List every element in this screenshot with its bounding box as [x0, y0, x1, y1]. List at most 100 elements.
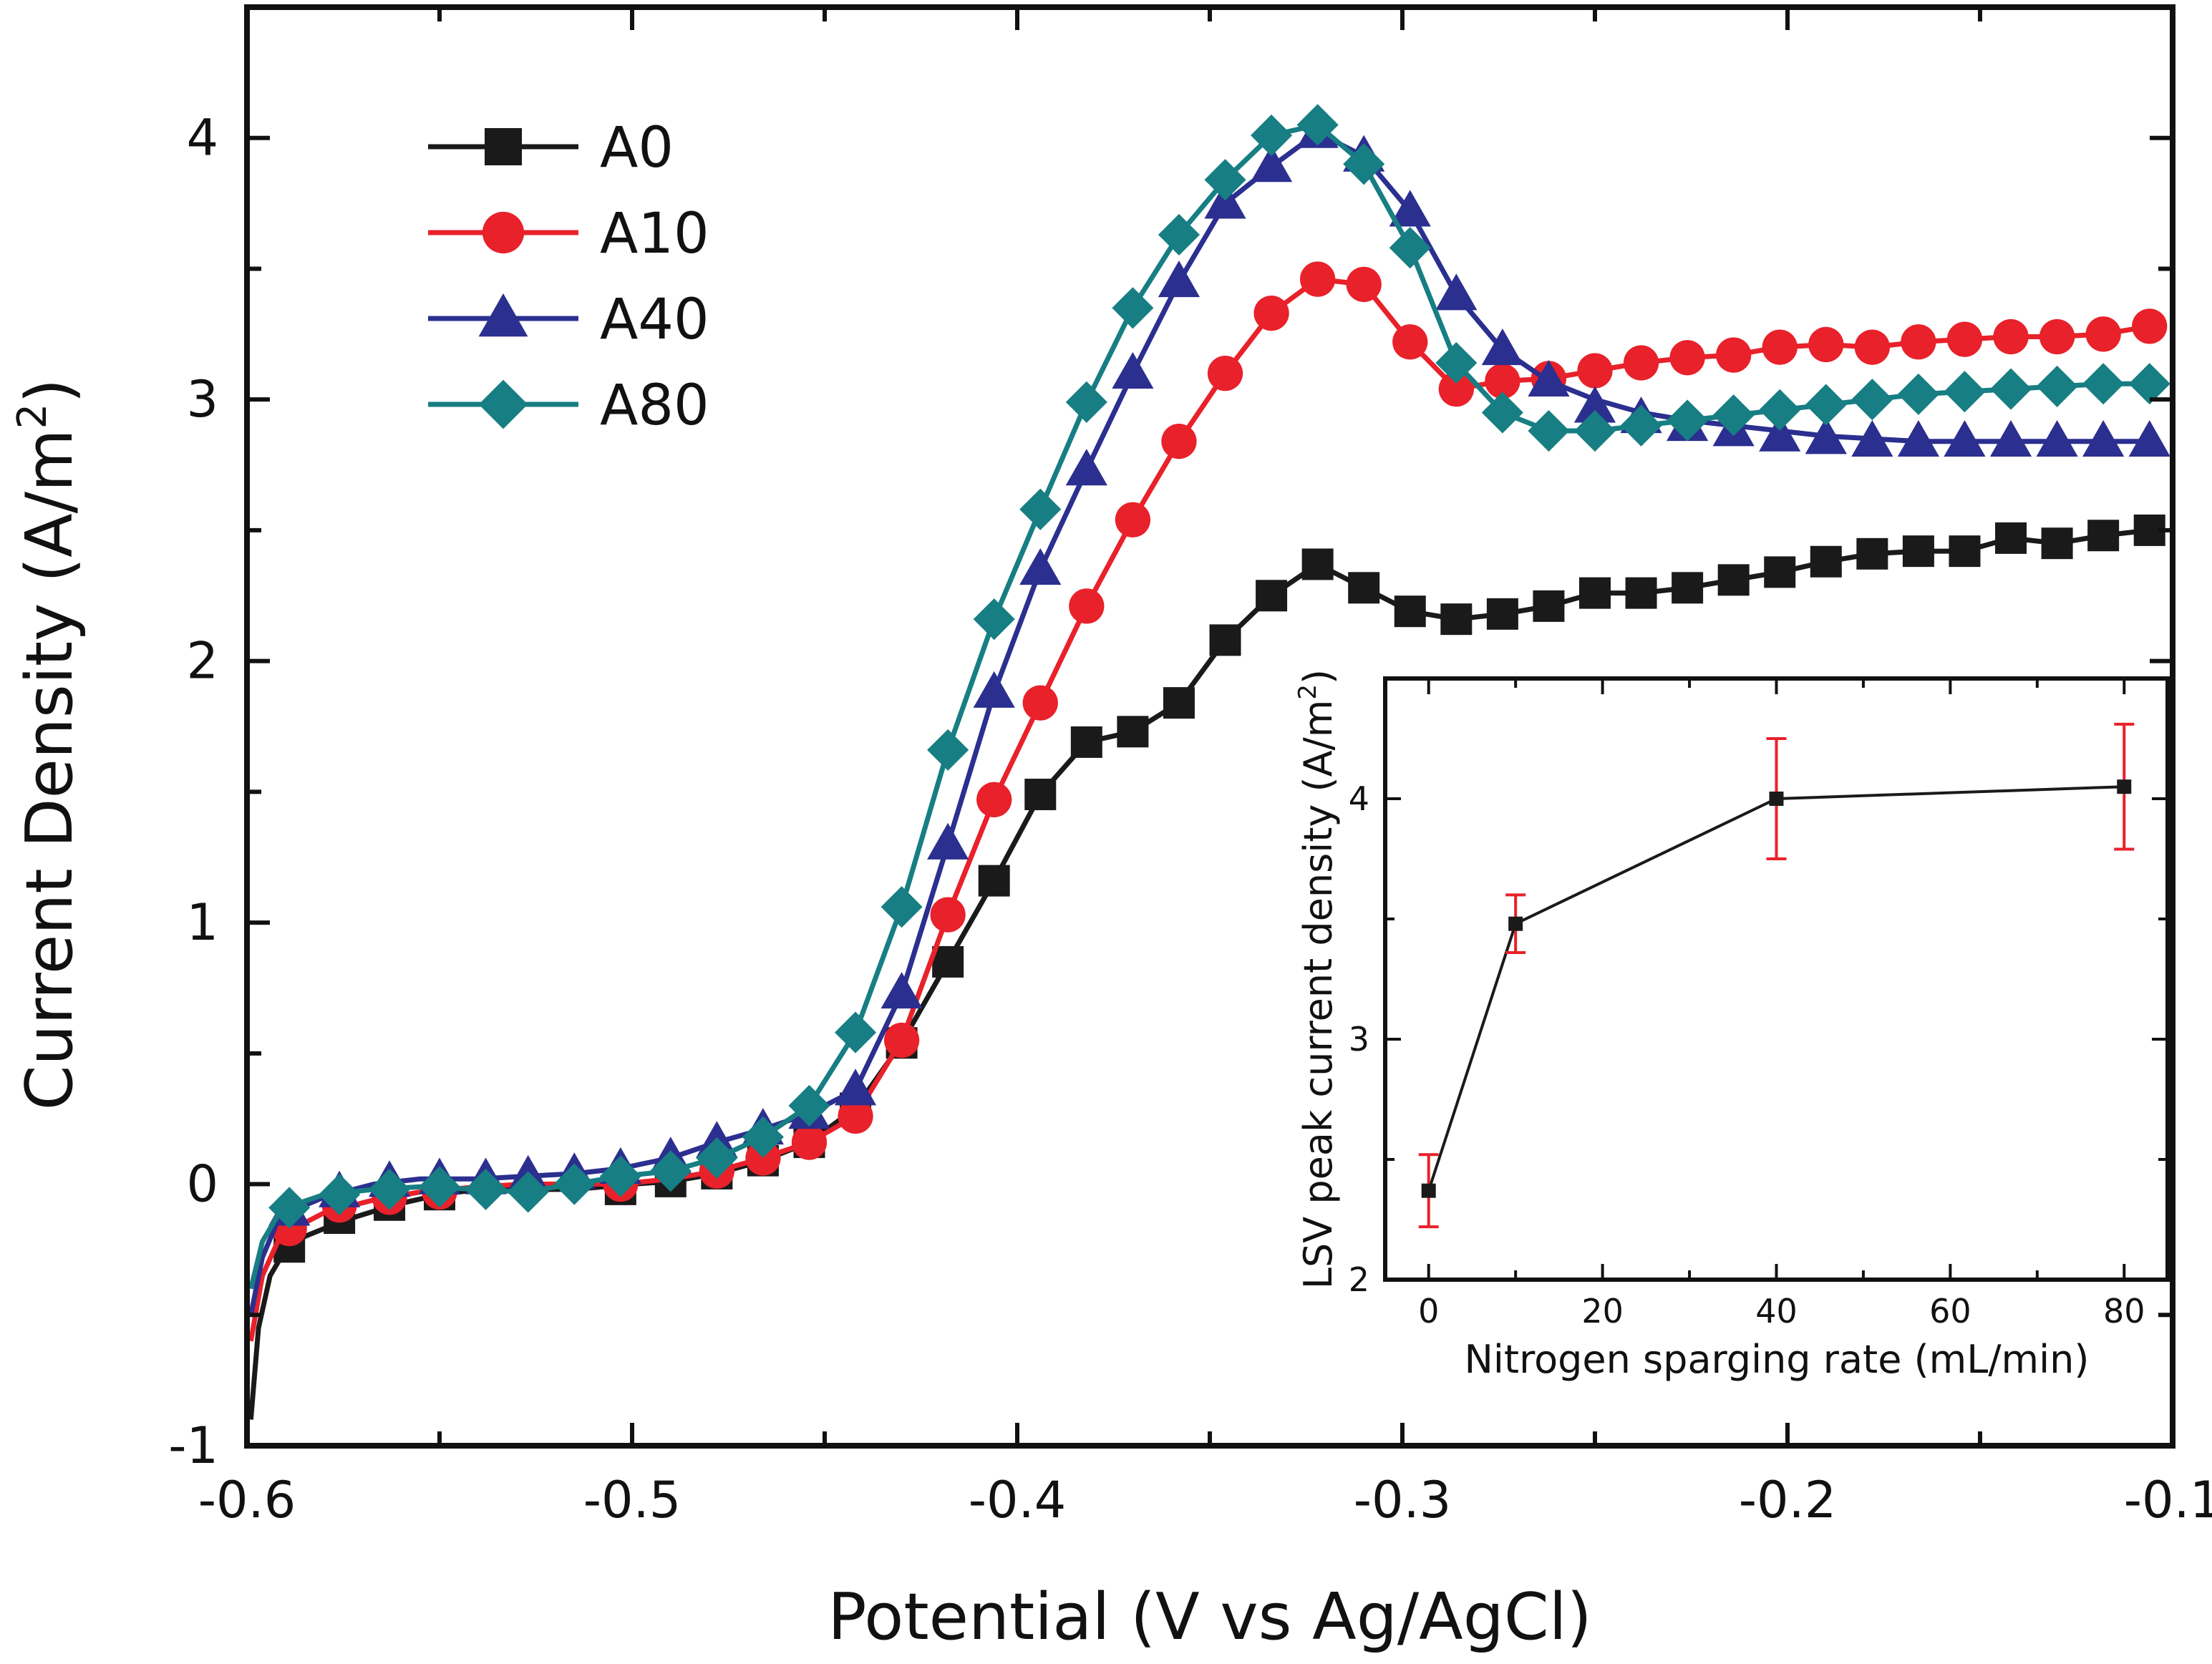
data-point-A80-20 — [1204, 159, 1246, 201]
legend-item-A0: A0 — [428, 116, 674, 180]
x-tick-label: -0.6 — [198, 1471, 296, 1529]
data-point-A40-18 — [1112, 351, 1154, 389]
data-point-A80-8 — [649, 1150, 692, 1192]
data-point-A80-38 — [2036, 365, 2078, 407]
data-point-A40-21 — [1250, 145, 1293, 183]
data-point-A40-27 — [1528, 359, 1570, 396]
inset-y-axis-title: LSV peak current density (A/m2) — [1294, 669, 1341, 1289]
legend-label-A0: A0 — [600, 116, 674, 180]
data-point-A10-7 — [791, 1124, 828, 1160]
legend-label-A80: A80 — [600, 374, 709, 438]
data-point-A40-37 — [1989, 419, 2032, 457]
data-point-A80-18 — [1112, 287, 1154, 329]
data-point-A10-12 — [1022, 685, 1058, 721]
data-point-A10-9 — [883, 1022, 920, 1059]
inset-y-tick-label: 3 — [1349, 1020, 1369, 1059]
data-point-A80-30 — [1667, 399, 1709, 442]
series-A80 — [248, 104, 2170, 1290]
data-point-A10-35 — [2085, 316, 2121, 352]
main-y-axis-title-text: Current Density (A/m — [12, 429, 87, 1110]
inset-x-axis-title: Nitrogen sparging rate (mL/min) — [1465, 1337, 2090, 1382]
legend-label-A10: A10 — [600, 202, 709, 266]
data-point-A40-39 — [2082, 419, 2125, 457]
data-point-A80-32 — [1759, 389, 1801, 431]
data-point-A80-4 — [465, 1168, 507, 1210]
x-tick-label: -0.1 — [2124, 1471, 2212, 1529]
data-point-A0-32 — [1902, 535, 1934, 568]
data-point-A40-13 — [881, 972, 923, 1009]
data-point-A80-19 — [1158, 213, 1200, 256]
data-point-A0-22 — [1440, 603, 1473, 636]
legend-marker-A80 — [478, 379, 528, 429]
main-axes: -0.6 -0.5 -0.4 -0.3 -0.2 -0.1 -1 0 1 2 3 4 — [168, 5, 2212, 1529]
data-point-A80-13 — [881, 886, 923, 928]
y-tick-label: 2 — [186, 632, 218, 691]
data-point-A10-13 — [1069, 588, 1105, 624]
data-point-A80-11 — [788, 1084, 830, 1127]
data-point-A40-24 — [1389, 190, 1431, 227]
x-tick-label: -0.2 — [1739, 1471, 1837, 1529]
data-point-A40-12 — [834, 1069, 877, 1106]
data-point-A0-29 — [1764, 556, 1796, 588]
data-point-A80-39 — [2082, 363, 2125, 405]
data-point-A10-27 — [1716, 337, 1752, 373]
data-point-A0-18 — [1256, 580, 1288, 612]
data-point-A80-1 — [319, 1174, 361, 1216]
data-point-A40-40 — [2128, 419, 2170, 457]
data-point-A80-21 — [1251, 115, 1293, 157]
data-point-A0-13 — [1024, 779, 1057, 811]
data-point-A10-28 — [1762, 329, 1798, 365]
data-point-A80-29 — [1620, 404, 1662, 447]
data-point-A80-40 — [2128, 363, 2170, 405]
data-point-A0-30 — [1810, 545, 1842, 578]
data-point-A10-24 — [1577, 353, 1613, 389]
data-point-A0-24 — [1533, 590, 1565, 622]
data-point-A40-32 — [1759, 414, 1801, 452]
data-point-A40-35 — [1897, 419, 1940, 457]
inset-axes: 0 20 40 60 80 2 3 4 — [1349, 677, 2168, 1330]
data-point-A40-15 — [973, 671, 1015, 708]
y-tick-label: 1 — [186, 893, 218, 952]
data-point-A0-28 — [1717, 564, 1750, 596]
data-point-A40-16 — [1019, 548, 1062, 585]
data-point-A0-26 — [1625, 577, 1657, 609]
data-point-A80-26 — [1481, 391, 1523, 434]
legend-item-A40: A40 — [428, 288, 709, 352]
data-point-A80-12 — [835, 1011, 877, 1054]
inset-plot-marks — [1418, 722, 2135, 1229]
data-point-A80-9 — [696, 1137, 738, 1179]
data-point-A10-29 — [1808, 326, 1844, 363]
legend-marker-A10 — [482, 211, 525, 254]
data-point-A0-11 — [932, 945, 964, 978]
data-point-A10-32 — [1946, 321, 1983, 357]
x-tick-label: -0.4 — [969, 1471, 1067, 1529]
data-point-A10-34 — [2039, 318, 2075, 355]
data-point-A0-36 — [2087, 520, 2120, 552]
data-point-A40-14 — [927, 822, 969, 860]
data-point-A10-25 — [1623, 345, 1659, 381]
data-point-A80-34 — [1851, 379, 1893, 421]
data-point-A80-33 — [1805, 384, 1847, 426]
data-point-A40-38 — [2036, 419, 2078, 457]
data-point-A0-23 — [1486, 598, 1518, 630]
data-point-A80-28 — [1573, 409, 1616, 452]
inset-x-tick-label: 20 — [1581, 1292, 1624, 1330]
data-point-A0-14 — [1070, 726, 1102, 758]
data-point-A10-14 — [1115, 502, 1151, 537]
inset-y-tick-label: 2 — [1349, 1260, 1369, 1299]
inset-x-tick-label: 60 — [1929, 1292, 1971, 1330]
legend-marker-A0 — [485, 128, 522, 165]
legend: A0 A10 A40 A80 — [428, 116, 709, 438]
legend-item-A80: A80 — [428, 374, 709, 438]
inset-y-axis-title-close: ) — [1296, 669, 1341, 684]
x-tick-label: -0.5 — [583, 1471, 681, 1529]
data-point-A10-21 — [1438, 371, 1474, 407]
inset-data-point — [1769, 792, 1784, 806]
data-point-A80-10 — [742, 1116, 784, 1158]
data-point-A40-34 — [1851, 419, 1893, 457]
y-tick-label: 3 — [186, 370, 218, 429]
data-point-A0-17 — [1209, 624, 1241, 656]
data-point-A40-28 — [1573, 386, 1616, 423]
data-point-A40-17 — [1065, 449, 1107, 486]
